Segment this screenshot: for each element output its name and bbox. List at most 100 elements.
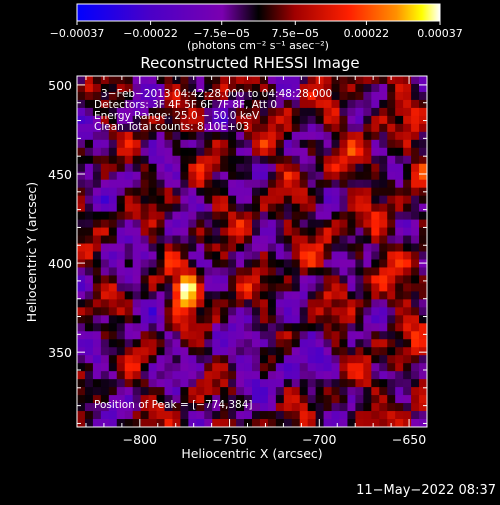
heatmap-cell [291, 195, 301, 205]
heatmap-cell [148, 171, 157, 181]
heatmap-cell [275, 283, 285, 292]
heatmap-cell [124, 115, 134, 125]
heatmap-cell [395, 107, 404, 117]
heatmap-cell [220, 251, 229, 260]
heatmap-cell [331, 171, 340, 181]
heatmap-cell [267, 299, 277, 308]
heatmap-cell [204, 91, 213, 101]
heatmap-cell [371, 355, 380, 364]
heatmap-cell [164, 147, 173, 157]
heatmap-cell [204, 275, 213, 284]
heatmap-cell [403, 291, 412, 300]
heatmap-cell [252, 83, 261, 93]
heatmap-cell [252, 235, 261, 244]
heatmap-cell [116, 387, 126, 396]
heatmap-cell [252, 211, 261, 220]
heatmap-cell [100, 371, 110, 380]
heatmap-cell [379, 331, 388, 340]
heatmap-cell [228, 243, 237, 252]
heatmap-cell [395, 363, 404, 372]
heatmap-cell [164, 227, 173, 236]
heatmap-cell [395, 219, 404, 228]
heatmap-cell [363, 131, 372, 141]
heatmap-cell [124, 227, 134, 236]
heatmap-cell [196, 419, 205, 427]
heatmap-cell [172, 179, 181, 189]
heatmap-cell [132, 403, 142, 412]
heatmap-cell [419, 195, 427, 205]
heatmap-cell [387, 123, 396, 133]
heatmap-cell [236, 99, 245, 109]
heatmap-cell [180, 76, 189, 85]
heatmap-cell [315, 131, 324, 141]
heatmap-cell [148, 211, 157, 220]
heatmap-cell [291, 259, 301, 268]
heatmap-cell [164, 179, 173, 189]
heatmap-cell [299, 323, 309, 332]
heatmap-cell [212, 323, 221, 332]
heatmap-cell [196, 171, 205, 181]
heatmap-cell [196, 347, 205, 356]
heatmap-cell [164, 387, 173, 396]
heatmap-cell [172, 379, 181, 388]
heatmap-cell [228, 267, 237, 276]
heatmap-cell [84, 243, 94, 252]
heatmap-cell [220, 315, 229, 324]
heatmap-cell [124, 339, 134, 348]
heatmap-cell [156, 331, 165, 340]
heatmap-cell [100, 91, 110, 101]
heatmap-cell [387, 195, 396, 205]
heatmap-image [77, 76, 427, 427]
heatmap-cell [339, 355, 348, 364]
heatmap-cell [156, 323, 165, 332]
heatmap-cell [395, 139, 404, 149]
heatmap-cell [347, 155, 356, 165]
heatmap-cell [275, 395, 285, 404]
heatmap-cell [228, 403, 237, 412]
heatmap-cell [204, 115, 213, 125]
heatmap-cell [236, 83, 245, 93]
heatmap-cell [196, 131, 205, 141]
heatmap-cell [92, 371, 102, 380]
heatmap-cell [323, 171, 332, 181]
heatmap-cell [411, 131, 420, 141]
heatmap-cell [387, 243, 396, 252]
heatmap-cell [212, 419, 221, 427]
heatmap-cell [77, 403, 86, 412]
heatmap-cell [92, 275, 102, 284]
heatmap-cell [339, 155, 348, 165]
heatmap-cell [108, 187, 118, 197]
heatmap-cell [411, 355, 420, 364]
heatmap-cell [252, 203, 261, 213]
heatmap-cell [204, 299, 213, 308]
heatmap-cell [220, 123, 229, 133]
heatmap-cell [132, 83, 142, 93]
heatmap-cell [411, 411, 420, 420]
heatmap-cell [188, 323, 197, 332]
heatmap-cell [164, 331, 173, 340]
heatmap-cell [363, 395, 372, 404]
heatmap-cell [204, 147, 213, 157]
heatmap-cell [180, 107, 189, 117]
heatmap-cell [387, 283, 396, 292]
heatmap-cell [411, 123, 420, 133]
heatmap-cell [291, 291, 301, 300]
heatmap-cell [148, 99, 157, 109]
heatmap-cell [156, 259, 165, 268]
heatmap-cell [339, 139, 348, 149]
heatmap-cell [323, 275, 332, 284]
heatmap-cell [124, 403, 134, 412]
heatmap-cell [419, 179, 427, 189]
heatmap-cell [275, 123, 285, 133]
heatmap-cell [180, 363, 189, 372]
heatmap-cell [244, 331, 253, 340]
heatmap-cell [291, 387, 301, 396]
heatmap-cell [379, 115, 388, 125]
heatmap-cell [363, 123, 372, 133]
heatmap-cell [244, 123, 253, 133]
heatmap-cell [323, 203, 332, 213]
heatmap-cell [419, 76, 427, 85]
heatmap-cell [164, 99, 173, 109]
heatmap-cell [92, 227, 102, 236]
heatmap-cell [84, 83, 94, 93]
